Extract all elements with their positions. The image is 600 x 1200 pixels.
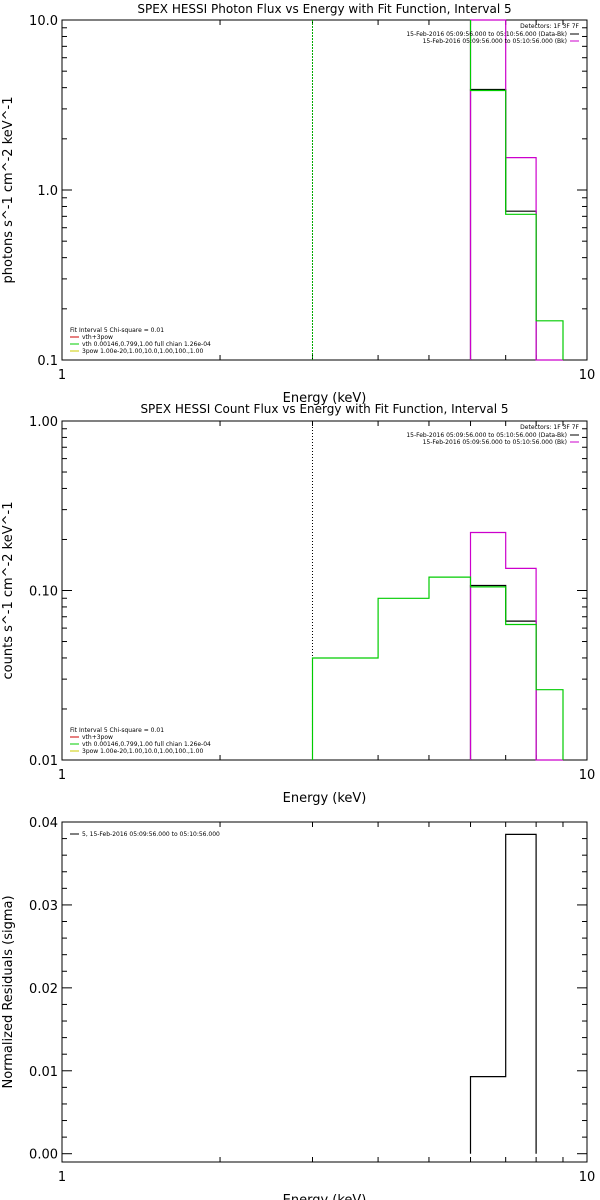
fit-legend-header: Fit Interval 5 Chi-square = 0.01	[70, 727, 164, 734]
chart-title: SPEX HESSI Photon Flux vs Energy with Fi…	[137, 2, 511, 16]
y-tick-label: 0.01	[29, 1065, 58, 1080]
x-tick-label: 10	[579, 368, 596, 383]
plot-frame	[61, 420, 588, 761]
legend-entry-text: 15-Feb-2016 05:09:56.000 to 05:10:56.000…	[423, 38, 567, 45]
y-tick-label: 10.0	[29, 14, 58, 29]
y-axis-label: photons s^-1 cm^-2 keV^-1	[1, 96, 16, 283]
series-2-step-line	[469, 531, 563, 761]
chart-3: 1 10 0.00 0.01 0.02 0.03 0.04 Energy (keV) Norma…	[1, 816, 595, 1200]
fit-legend-header: Fit Interval 5 Chi-square = 0.01	[70, 327, 164, 334]
y-axis-label: Normalized Residuals (sigma)	[1, 895, 16, 1088]
legend-entry-text: 15-Feb-2016 05:09:56.000 to 05:10:56.000…	[406, 31, 567, 38]
x-axis-label: Energy (keV)	[283, 391, 367, 406]
detector-label: Detectors: 1F 3F 7F	[520, 23, 579, 30]
y-tick-label: 0.02	[29, 982, 58, 997]
x-axis-label: Energy (keV)	[283, 791, 367, 806]
x-tick-label: 1	[58, 368, 66, 383]
fit-legend-text: vth 0.00146,0.799,1.00 full chian 1.26e-…	[82, 341, 211, 348]
fit-legend-text: 3pow 1.00e-20,1.00,10.0,1.00,100.,1.00	[82, 348, 203, 355]
y-tick-label: 0.1	[37, 354, 58, 369]
fit-legend-text: 3pow 1.00e-20,1.00,10.0,1.00,100.,1.00	[82, 748, 203, 755]
chart-2: SPEX HESSI Count Flux vs Energy with Fit…	[1, 402, 595, 806]
y-tick-label: 1.00	[29, 415, 58, 430]
series-2-step-line	[469, 19, 563, 361]
y-tick-label: 0.10	[29, 585, 58, 600]
chart-title: SPEX HESSI Count Flux vs Energy with Fit…	[140, 402, 508, 416]
detector-label: Detectors: 1F 3F 7F	[520, 424, 579, 431]
x-tick-label: 10	[579, 768, 596, 783]
residual-legend-text: 5, 15-Feb-2016 05:09:56.000 to 05:10:56.…	[82, 831, 220, 838]
y-tick-label: 1.0	[37, 184, 58, 199]
y-axis-label: counts s^-1 cm^-2 keV^-1	[1, 502, 16, 680]
series-3-step-line	[469, 20, 564, 360]
y-tick-label: 0.00	[29, 1148, 58, 1163]
plot-frame	[61, 19, 588, 361]
fit-legend-text: vth 0.00146,0.799,1.00 full chian 1.26e-…	[82, 741, 211, 748]
fit-legend-text: vth+3pow	[82, 734, 113, 741]
y-tick-label: 0.03	[29, 899, 58, 914]
series-1-step-line	[469, 88, 537, 360]
y-tick-label: 0.04	[29, 816, 58, 831]
x-tick-label: 10	[579, 1170, 596, 1185]
series-1-step-line	[469, 584, 537, 760]
fit-legend-text: vth+3pow	[82, 334, 113, 341]
legend-entry-text: 15-Feb-2016 05:09:56.000 to 05:10:56.000…	[406, 432, 567, 439]
legend-entry-text: 15-Feb-2016 05:09:56.000 to 05:10:56.000…	[423, 439, 567, 446]
y-tick-label: 0.01	[29, 754, 58, 769]
series-1-step-line	[469, 833, 537, 1154]
series-3-step-line	[311, 576, 564, 760]
chart-1: SPEX HESSI Photon Flux vs Energy with Fi…	[1, 2, 595, 406]
plot-frame	[61, 821, 588, 1163]
x-tick-label: 1	[58, 1170, 66, 1185]
x-tick-label: 1	[58, 768, 66, 783]
x-axis-label: Energy (keV)	[283, 1193, 367, 1200]
